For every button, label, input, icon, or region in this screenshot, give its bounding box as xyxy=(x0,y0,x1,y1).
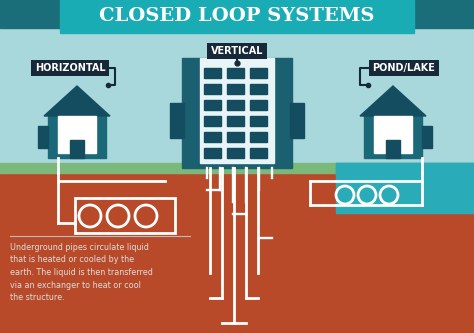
Bar xyxy=(82,126,94,136)
Bar xyxy=(227,148,244,158)
Bar xyxy=(250,84,267,94)
Bar xyxy=(227,84,244,94)
Bar xyxy=(227,100,244,110)
Bar xyxy=(227,68,244,78)
Bar xyxy=(0,0,474,28)
Bar xyxy=(422,126,432,148)
Bar xyxy=(290,103,304,138)
Bar xyxy=(250,116,267,126)
Bar xyxy=(336,163,474,213)
Bar xyxy=(204,100,221,110)
Text: CLOSED LOOP SYSTEMS: CLOSED LOOP SYSTEMS xyxy=(100,7,374,25)
Bar xyxy=(204,148,221,158)
Polygon shape xyxy=(44,86,110,116)
Bar xyxy=(60,126,72,136)
Bar xyxy=(70,140,84,158)
Bar xyxy=(204,84,221,94)
Bar xyxy=(250,132,267,142)
Bar xyxy=(204,132,221,142)
Bar xyxy=(386,140,400,158)
Bar xyxy=(182,58,292,168)
Text: POND/LAKE: POND/LAKE xyxy=(373,63,436,73)
Bar xyxy=(200,58,274,163)
Bar xyxy=(204,116,221,126)
Bar xyxy=(58,116,96,153)
Text: Underground pipes circulate liquid
that is heated or cooled by the
earth. The li: Underground pipes circulate liquid that … xyxy=(10,243,153,302)
Bar xyxy=(250,148,267,158)
Bar xyxy=(250,68,267,78)
Text: HORIZONTAL: HORIZONTAL xyxy=(35,63,105,73)
Bar xyxy=(227,132,244,142)
Polygon shape xyxy=(360,86,426,116)
Bar xyxy=(204,68,221,78)
Text: VERTICAL: VERTICAL xyxy=(211,46,263,56)
Bar xyxy=(250,100,267,110)
Bar xyxy=(0,168,474,333)
Bar xyxy=(374,116,412,153)
Bar xyxy=(0,163,474,173)
Bar xyxy=(170,103,184,138)
Bar xyxy=(60,0,414,33)
Bar xyxy=(376,126,388,136)
Bar xyxy=(227,116,244,126)
Bar xyxy=(336,163,474,175)
Bar xyxy=(364,116,422,158)
Bar xyxy=(75,198,175,233)
Bar xyxy=(38,126,48,148)
Bar xyxy=(398,126,410,136)
Bar xyxy=(48,116,106,158)
